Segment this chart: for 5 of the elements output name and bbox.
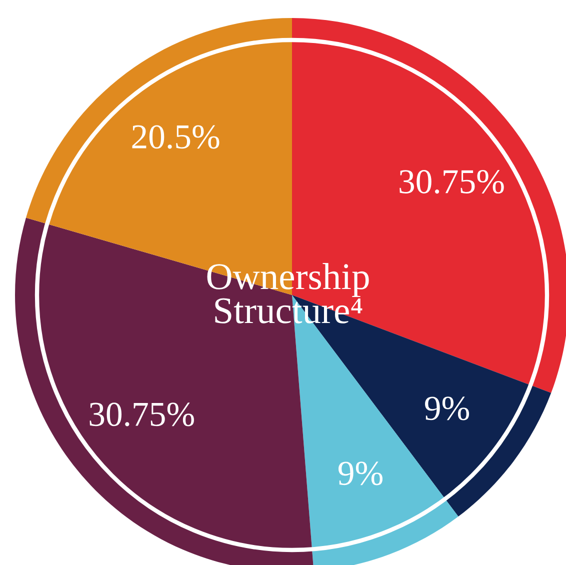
data-label: 30.75% — [90, 402, 194, 426]
data-label: 9% — [425, 396, 470, 420]
data-label: 20.5% — [132, 125, 220, 149]
data-label: 9% — [338, 462, 382, 486]
data-label: 30.75% — [400, 170, 504, 194]
